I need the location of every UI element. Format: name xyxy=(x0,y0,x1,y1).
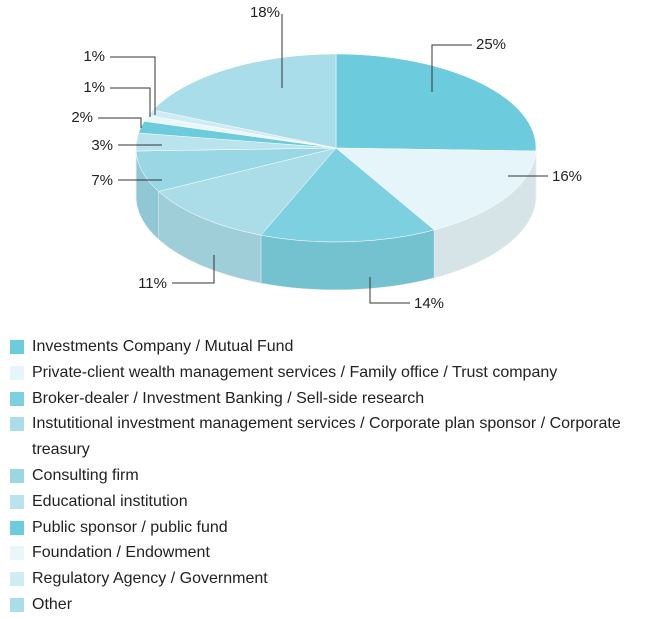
legend-swatch xyxy=(10,340,24,354)
legend-item: Consulting firm xyxy=(10,463,650,489)
legend-swatch xyxy=(10,469,24,483)
legend-item: Public sponsor / public fund xyxy=(10,515,650,541)
legend-swatch xyxy=(10,392,24,406)
legend-label: Public sponsor / public fund xyxy=(32,515,647,541)
leader-line xyxy=(110,88,150,117)
legend-swatch xyxy=(10,521,24,535)
data-label: 11% xyxy=(138,275,167,292)
legend-label: Other xyxy=(32,592,647,618)
data-label: 14% xyxy=(414,295,444,312)
data-label: 16% xyxy=(552,168,582,185)
legend-label: Instutitional investment management serv… xyxy=(32,411,647,463)
legend-swatch xyxy=(10,495,24,509)
leader-line xyxy=(110,57,155,115)
legend-label: Private-client wealth management service… xyxy=(32,360,647,386)
legend-swatch xyxy=(10,417,24,431)
legend-swatch xyxy=(10,366,24,380)
data-label: 1% xyxy=(83,79,105,96)
data-label: 7% xyxy=(91,172,113,189)
legend-label: Educational institution xyxy=(32,489,647,515)
slice xyxy=(336,54,536,151)
legend-item: Investments Company / Mutual Fund xyxy=(10,334,650,360)
leader-line xyxy=(98,118,141,128)
legend-swatch xyxy=(10,546,24,560)
legend-item: Private-client wealth management service… xyxy=(10,360,650,386)
legend-label: Consulting firm xyxy=(32,463,647,489)
chart: 25% 16% 14% 11% 7% 3% 2% 1% 1% 18% xyxy=(0,0,652,332)
data-label: 3% xyxy=(91,137,113,154)
legend-label: Regulatory Agency / Government xyxy=(32,566,647,592)
legend-item: Regulatory Agency / Government xyxy=(10,566,650,592)
legend-item: Foundation / Endowment xyxy=(10,540,650,566)
legend-item: Instutitional investment management serv… xyxy=(10,411,650,463)
legend-label: Investments Company / Mutual Fund xyxy=(32,334,647,360)
data-label: 25% xyxy=(476,36,506,53)
legend-swatch xyxy=(10,572,24,586)
legend-label: Foundation / Endowment xyxy=(32,540,647,566)
legend-item: Educational institution xyxy=(10,489,650,515)
legend-swatch xyxy=(10,598,24,612)
legend-label: Broker-dealer / Investment Banking / Sel… xyxy=(32,386,647,412)
legend-item: Broker-dealer / Investment Banking / Sel… xyxy=(10,386,650,412)
legend-item: Other xyxy=(10,592,650,618)
data-label: 18% xyxy=(250,4,280,21)
data-label: 1% xyxy=(83,48,105,65)
data-label: 2% xyxy=(71,109,93,126)
